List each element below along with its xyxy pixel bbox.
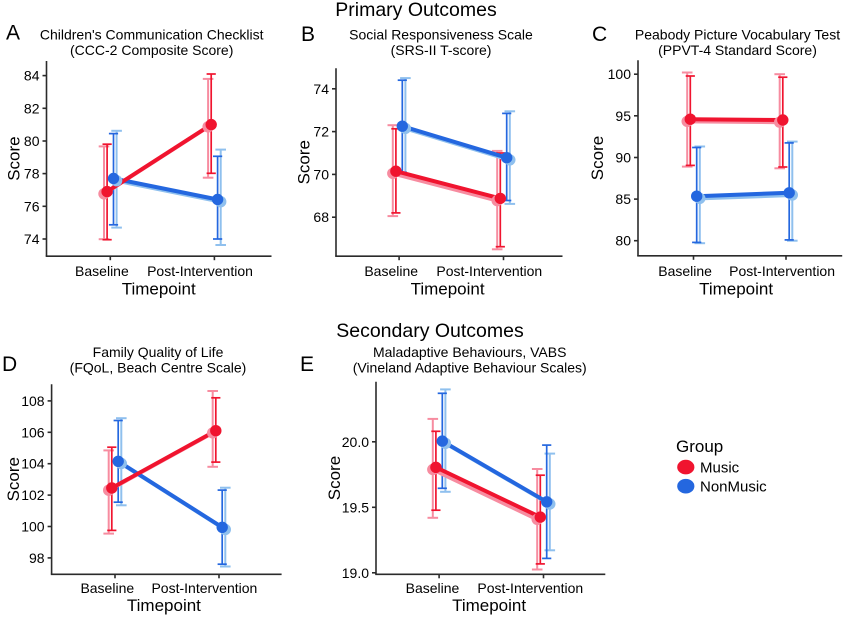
svg-text:(PPVT-4 Standard Score): (PPVT-4 Standard Score) (658, 42, 817, 58)
svg-text:Score: Score (325, 456, 344, 500)
svg-text:Timepoint: Timepoint (122, 280, 196, 299)
svg-text:NonMusic: NonMusic (700, 479, 767, 496)
svg-text:(FQoL, Beach Centre Scale): (FQoL, Beach Centre Scale) (70, 360, 247, 376)
svg-text:B: B (301, 23, 315, 46)
svg-text:Timepoint: Timepoint (411, 280, 485, 299)
svg-text:Timepoint: Timepoint (699, 280, 773, 299)
svg-text:Baseline: Baseline (75, 263, 129, 279)
svg-text:Peabody Picture Vocabulary Tes: Peabody Picture Vocabulary Test (635, 27, 840, 43)
svg-text:104: 104 (21, 456, 45, 472)
svg-text:80: 80 (24, 133, 40, 149)
svg-text:A: A (6, 22, 20, 45)
svg-text:80: 80 (615, 233, 631, 249)
svg-text:Secondary Outcomes: Secondary Outcomes (336, 320, 524, 342)
svg-text:Maladaptive Behaviours, VABS: Maladaptive Behaviours, VABS (373, 344, 567, 360)
svg-text:108: 108 (21, 393, 45, 409)
svg-text:20.0: 20.0 (342, 434, 369, 450)
svg-text:(CCC-2 Composite Score): (CCC-2 Composite Score) (70, 42, 233, 58)
svg-text:76: 76 (24, 198, 40, 214)
svg-text:19.5: 19.5 (342, 499, 369, 515)
svg-text:74: 74 (313, 81, 329, 97)
svg-text:Family Quality of Life: Family Quality of Life (93, 344, 224, 360)
svg-text:Baseline: Baseline (364, 263, 418, 279)
svg-text:72: 72 (313, 124, 329, 140)
svg-text:Timepoint: Timepoint (452, 596, 526, 615)
svg-text:106: 106 (21, 424, 45, 440)
svg-text:Post-Intervention: Post-Intervention (477, 580, 583, 596)
svg-text:Social Responsiveness Scale: Social Responsiveness Scale (349, 27, 533, 43)
svg-text:Group: Group (676, 437, 723, 456)
svg-text:(Vineland Adaptive Behaviour S: (Vineland Adaptive Behaviour Scales) (353, 360, 587, 376)
svg-text:D: D (2, 353, 17, 376)
svg-text:70: 70 (313, 166, 329, 182)
svg-text:85: 85 (615, 191, 631, 207)
svg-text:68: 68 (313, 209, 329, 225)
svg-text:C: C (592, 23, 607, 46)
svg-text:98: 98 (29, 550, 45, 566)
svg-text:Timepoint: Timepoint (127, 596, 201, 615)
svg-text:Post-Intervention: Post-Intervention (729, 263, 835, 279)
svg-text:(SRS-II T-score): (SRS-II T-score) (391, 42, 492, 58)
svg-text:Score: Score (295, 140, 314, 184)
svg-text:Score: Score (4, 457, 23, 501)
svg-text:Baseline: Baseline (658, 263, 712, 279)
svg-text:95: 95 (615, 108, 631, 124)
svg-text:84: 84 (24, 68, 40, 84)
svg-text:100: 100 (608, 66, 632, 82)
svg-text:Primary Outcomes: Primary Outcomes (335, 0, 497, 21)
svg-text:Children's Communication Check: Children's Communication Checklist (40, 27, 264, 43)
svg-text:78: 78 (24, 166, 40, 182)
svg-text:102: 102 (21, 487, 45, 503)
svg-text:Music: Music (700, 460, 740, 477)
svg-text:Score: Score (588, 136, 607, 180)
svg-text:90: 90 (615, 150, 631, 166)
svg-text:100: 100 (21, 519, 45, 535)
svg-text:Post-Intervention: Post-Intervention (151, 580, 257, 596)
svg-text:Baseline: Baseline (80, 580, 134, 596)
svg-text:19.0: 19.0 (342, 565, 369, 581)
svg-text:E: E (300, 353, 314, 376)
svg-text:Score: Score (5, 136, 24, 180)
svg-text:Post-Intervention: Post-Intervention (436, 263, 542, 279)
svg-text:82: 82 (24, 100, 40, 116)
svg-text:Post-Intervention: Post-Intervention (147, 263, 253, 279)
svg-text:74: 74 (24, 231, 40, 247)
svg-text:Baseline: Baseline (406, 580, 460, 596)
